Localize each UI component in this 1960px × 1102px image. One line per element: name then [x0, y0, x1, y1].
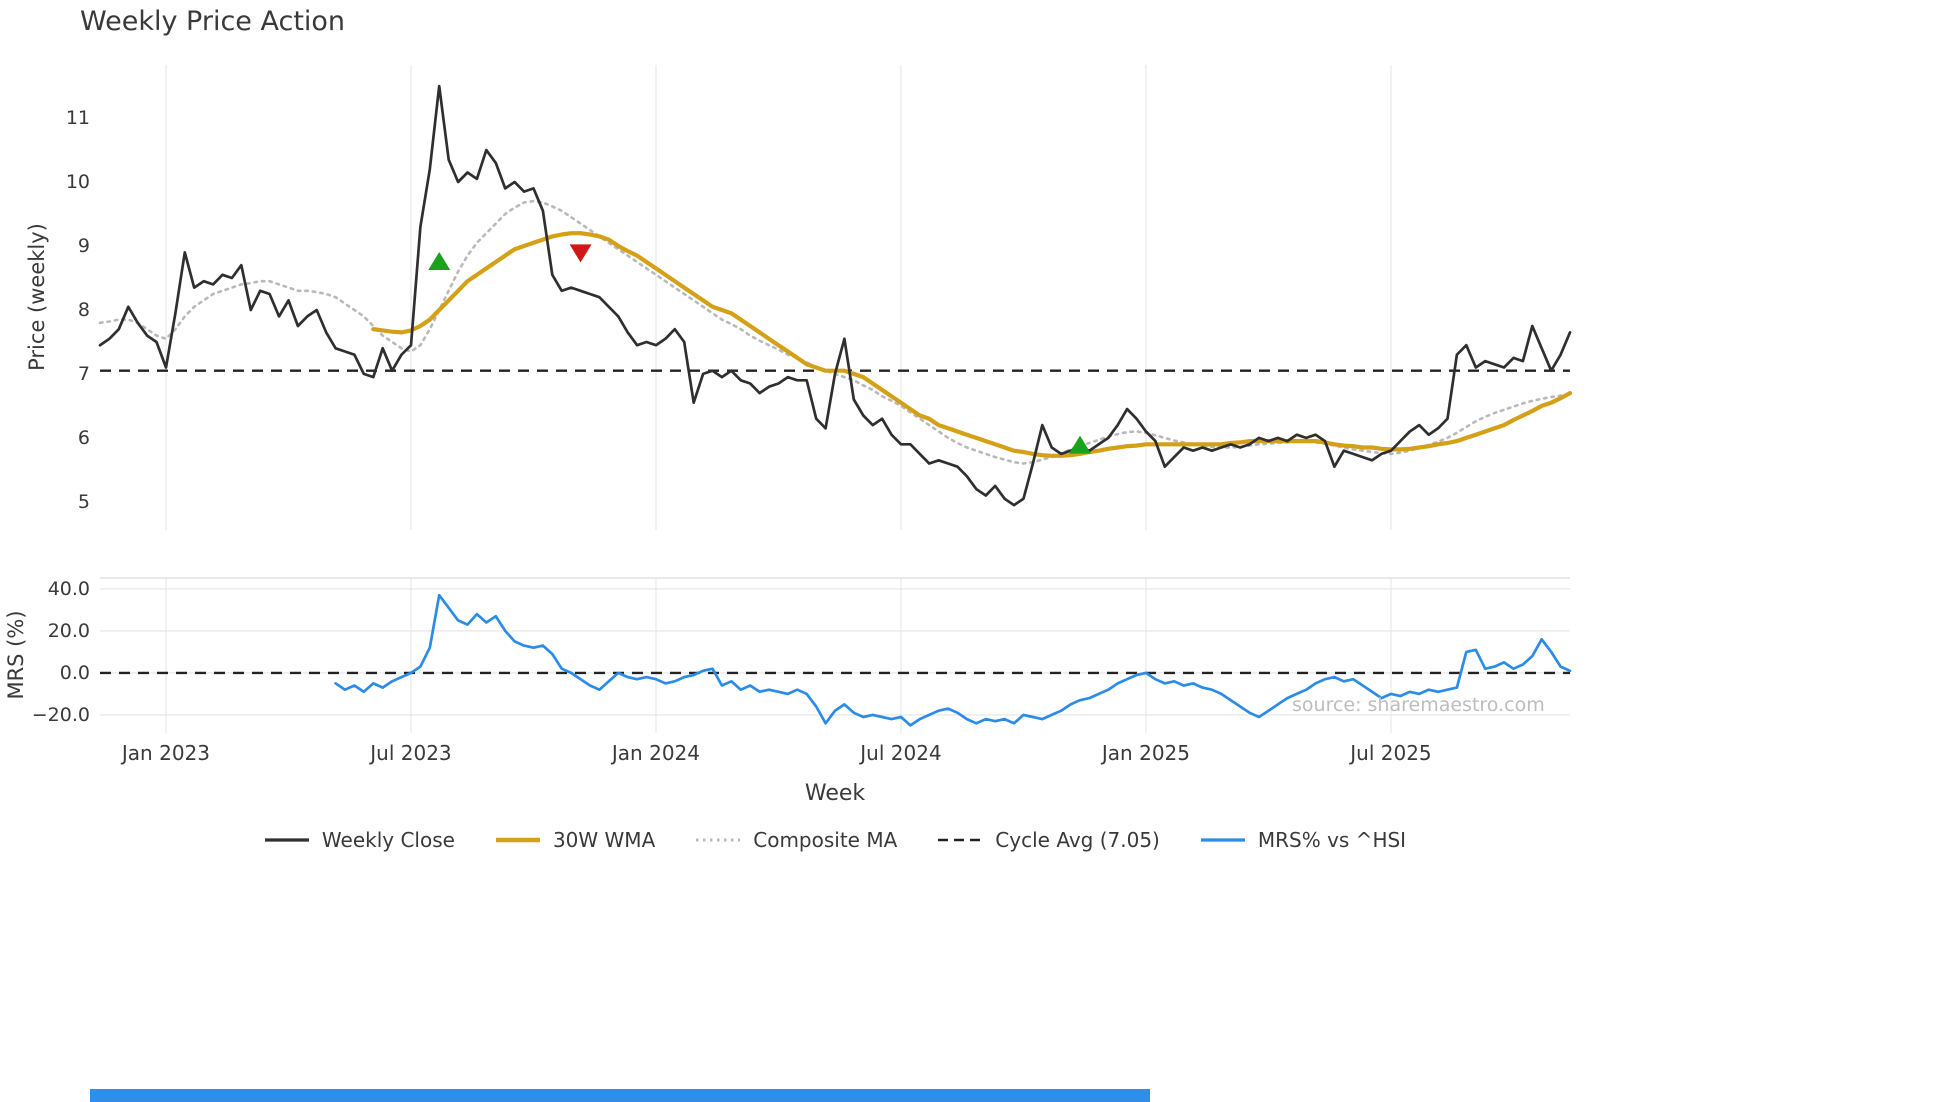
legend-item-30w-wma: 30W WMA	[495, 828, 655, 852]
y-tick-label-mrs: 0.0	[59, 661, 90, 684]
y-tick-label-price: 10	[65, 171, 90, 194]
y-tick-label-price: 11	[65, 107, 90, 130]
legend-swatch-weekly-close	[264, 838, 309, 842]
legend-item-weekly-close: Weekly Close	[264, 828, 455, 852]
y-tick-label-price: 9	[77, 235, 90, 257]
series-weekly-close	[98, 84, 1572, 507]
y-tick-label-price: 5	[77, 490, 90, 513]
series-30w-wma	[371, 231, 1573, 458]
legend-label: MRS% vs ^HSI	[1257, 828, 1407, 852]
y-tick-label-price: 7	[77, 362, 90, 385]
x-tick-label: Jan 2024	[611, 741, 700, 765]
legend-label: Cycle Avg (7.05)	[995, 828, 1160, 852]
buy-signal-marker	[1069, 435, 1091, 454]
y-tick-label-mrs: 20.0	[47, 619, 90, 642]
legend-label: Composite MA	[753, 828, 898, 852]
x-tick-label: Jul 2023	[370, 741, 452, 765]
legend-swatch-composite-ma	[696, 838, 741, 842]
x-tick-label: Jul 2025	[1350, 741, 1432, 765]
buy-signal-marker	[428, 252, 451, 271]
series-composite-ma	[98, 199, 1572, 465]
legend: Weekly Close 30W WMA Composite MA Cycle Avg…	[100, 828, 1570, 852]
x-tick-label: Jan 2023	[121, 741, 210, 765]
y-tick-label-mrs: 40.0	[47, 577, 90, 600]
legend-swatch-mrs-vs-hsi	[1200, 838, 1245, 842]
chart-title: Weekly Price Action	[80, 6, 346, 37]
x-tick-label: Jul 2024	[860, 741, 942, 765]
x-tick-label: Jan 2025	[1101, 741, 1190, 765]
legend-item-composite-ma: Composite MA	[695, 828, 897, 852]
legend-swatch-cycle-avg-7-05	[938, 838, 983, 842]
legend-item-cycle-avg-7-05: Cycle Avg (7.05)	[937, 828, 1160, 852]
legend-item-mrs-vs-hsi: MRS% vs ^HSI	[1200, 828, 1406, 852]
bottom-progress-bar[interactable]	[90, 1089, 1150, 1102]
sell-signal-marker	[569, 244, 592, 263]
legend-label: Weekly Close	[321, 828, 455, 852]
legend-label: 30W WMA	[552, 828, 656, 852]
y-tick-label-mrs: −20.0	[31, 703, 90, 726]
legend-swatch-30w-wma	[495, 837, 540, 843]
watermark: source: sharemaestro.com	[1292, 694, 1545, 716]
y-tick-label-price: 8	[77, 298, 90, 321]
y-tick-label-price: 6	[77, 426, 90, 449]
series-mrs-vs-hsi	[334, 593, 1572, 727]
x-axis-label: Week	[804, 781, 866, 806]
